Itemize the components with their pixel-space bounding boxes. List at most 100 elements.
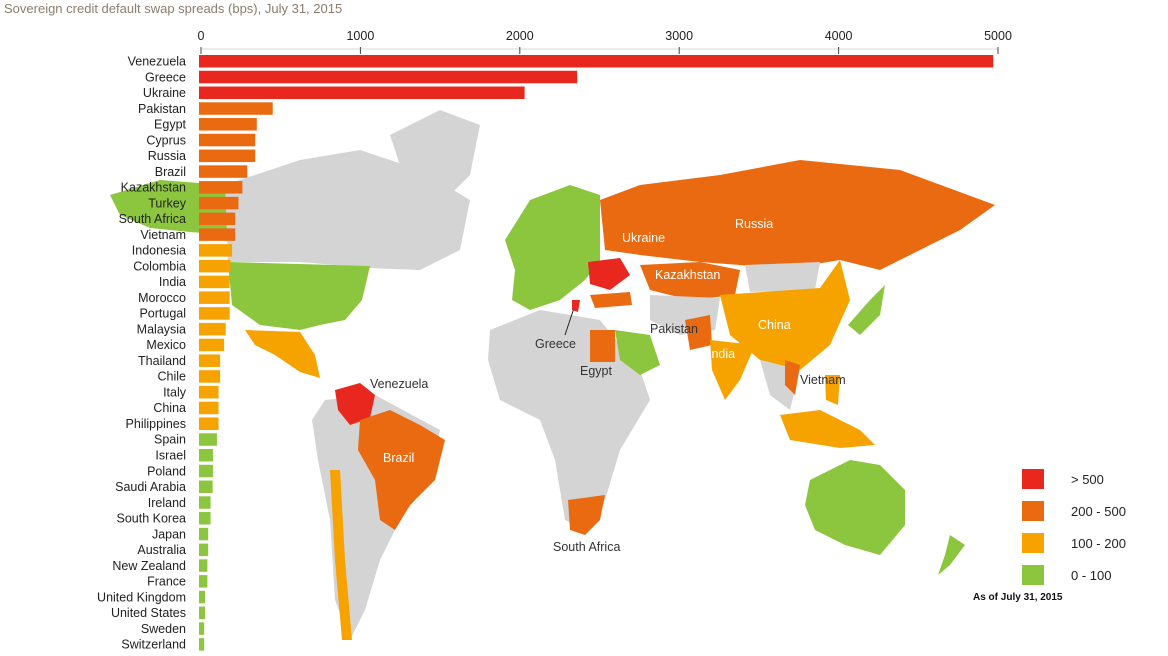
tick-label: 5000 (984, 29, 1012, 43)
map-brazil (358, 410, 445, 530)
map-japan (848, 285, 885, 335)
category-label: Mexico (146, 338, 186, 352)
category-label: Italy (163, 385, 187, 399)
bar (199, 543, 209, 557)
map-new-zealand (938, 535, 965, 575)
map-label-brazil: Brazil (383, 451, 414, 465)
bar (199, 275, 230, 289)
map-chile (330, 470, 352, 640)
map-label-kazakhstan: Kazakhstan (655, 268, 720, 282)
map-label-vietnam: Vietnam (800, 373, 846, 387)
category-label: Venezuela (128, 55, 186, 69)
category-label: United Kingdom (97, 590, 186, 604)
legend-swatch (1022, 469, 1044, 489)
map-india (710, 340, 755, 400)
legend-label: > 500 (1071, 471, 1104, 487)
map-ukraine (588, 258, 630, 290)
category-label: Pakistan (138, 102, 186, 116)
category-label: Poland (147, 464, 186, 478)
legend-swatch (1022, 501, 1044, 521)
category-label: Colombia (133, 259, 186, 273)
x-axis: 0 1000 2000 3000 4000 5000 (198, 29, 1012, 54)
bar (199, 512, 211, 525)
bar (199, 181, 243, 194)
category-label: Israel (155, 449, 186, 463)
map-vietnam (785, 360, 800, 395)
map-philippines (825, 375, 840, 405)
chart-title: Sovereign credit default swap spreads (b… (4, 1, 343, 16)
bar (199, 244, 233, 257)
bar (199, 590, 205, 604)
map-usa (228, 262, 370, 330)
category-label: Saudi Arabia (115, 480, 186, 494)
map-label-ukraine: Ukraine (622, 231, 665, 245)
map-label-egypt: Egypt (580, 364, 612, 378)
bars: VenezuelaGreeceUkrainePakistanEgyptCypru… (97, 55, 994, 652)
bar (199, 401, 219, 415)
world-map (110, 110, 995, 640)
bar (199, 338, 225, 352)
bar (199, 70, 578, 84)
legend-item: 200 - 500 (1022, 495, 1126, 527)
bar (199, 196, 239, 210)
category-label: Greece (145, 70, 186, 84)
bar (199, 322, 226, 336)
category-label: New Zealand (112, 559, 186, 573)
map-turkey (590, 292, 632, 308)
map-mexico (245, 330, 320, 378)
tick-label: 4000 (825, 29, 853, 43)
map-label-pakistan: Pakistan (650, 322, 698, 336)
map-venezuela (335, 383, 375, 425)
tick-label: 3000 (665, 29, 693, 43)
bar (199, 464, 213, 478)
category-label: South Africa (119, 212, 186, 226)
category-label: Brazil (155, 165, 186, 179)
as-of-note: As of July 31, 2015 (973, 592, 1063, 603)
legend-swatch (1022, 533, 1044, 553)
bar (199, 228, 236, 241)
map-kazakhstan (640, 262, 740, 300)
map-label-greece: Greece (535, 337, 576, 351)
bar (199, 370, 221, 383)
tick-label: 0 (198, 29, 205, 43)
category-label: Australia (137, 543, 186, 557)
category-label: Sweden (141, 622, 186, 636)
bar (199, 449, 213, 462)
bar (199, 417, 219, 430)
legend: > 500 200 - 500 100 - 200 0 - 100 (1022, 463, 1126, 591)
map-label-china: China (758, 318, 791, 332)
bar (199, 480, 213, 494)
bar (199, 86, 525, 100)
bar (199, 291, 230, 304)
category-label: South Korea (117, 512, 187, 526)
legend-label: 100 - 200 (1071, 535, 1126, 551)
category-label: India (159, 275, 186, 289)
map-europe (505, 185, 600, 310)
category-label: Spain (154, 433, 186, 447)
category-label: United States (111, 606, 186, 620)
category-label: China (153, 401, 186, 415)
category-label: Thailand (138, 354, 186, 368)
category-label: Switzerland (121, 638, 186, 652)
category-label: Chile (158, 370, 187, 384)
map-label-russia: Russia (735, 217, 773, 231)
bar (199, 559, 208, 572)
bar (199, 259, 231, 273)
bar (199, 385, 219, 399)
legend-label: 0 - 100 (1071, 567, 1112, 583)
bar (199, 118, 257, 131)
category-label: Philippines (126, 417, 186, 431)
map-egypt (590, 330, 615, 362)
bar (199, 212, 236, 226)
map-greece (572, 300, 580, 312)
tick-label: 2000 (506, 29, 534, 43)
map-china (720, 260, 850, 370)
category-label: Kazakhstan (121, 181, 186, 195)
category-label: Ukraine (143, 86, 186, 100)
bar (199, 496, 211, 509)
map-australia (805, 460, 905, 555)
map-labels: Russia Ukraine Kazakhstan China India Pa… (370, 217, 846, 554)
map-south-africa (568, 495, 605, 535)
bar (199, 638, 205, 651)
